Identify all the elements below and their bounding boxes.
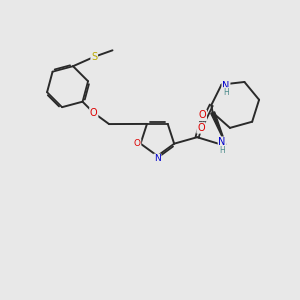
- Text: N: N: [222, 81, 230, 91]
- Text: O: O: [90, 108, 98, 118]
- Text: O: O: [199, 110, 206, 120]
- Text: H: H: [223, 88, 229, 97]
- Polygon shape: [211, 112, 226, 145]
- Text: O: O: [197, 123, 205, 133]
- Text: H: H: [219, 146, 225, 155]
- Text: S: S: [91, 52, 97, 62]
- Text: N: N: [218, 137, 226, 147]
- Text: N: N: [154, 154, 161, 163]
- Text: O: O: [134, 139, 140, 148]
